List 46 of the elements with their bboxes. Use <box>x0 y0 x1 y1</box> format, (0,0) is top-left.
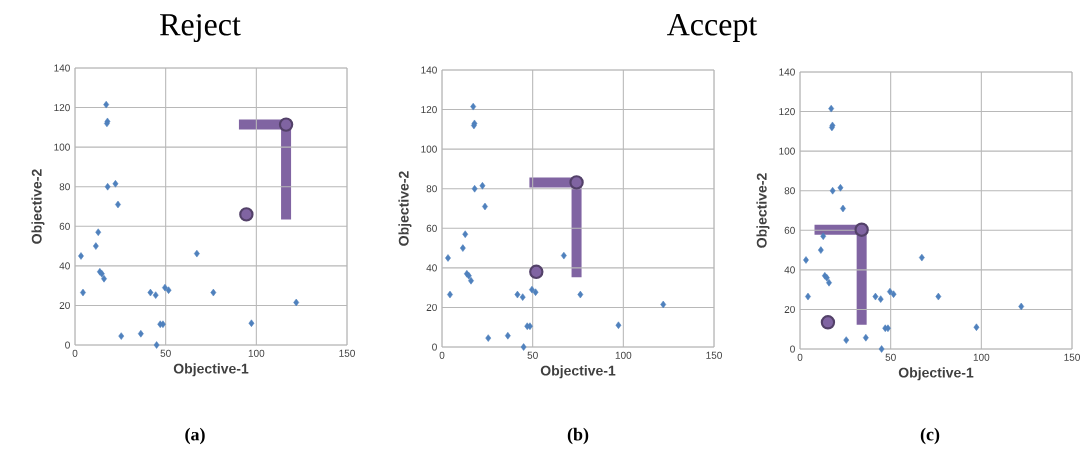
y-tick-label: 140 <box>54 64 70 72</box>
y-axis-title: Objective-2 <box>756 173 770 248</box>
x-tick-label: 50 <box>160 349 171 357</box>
y-tick-label: 140 <box>421 66 437 74</box>
y-tick-label: 80 <box>59 183 70 191</box>
text: (b) <box>567 427 589 445</box>
y-tick-label: 100 <box>54 143 70 151</box>
x-tick-label: 100 <box>248 349 265 357</box>
y-tick-label: 40 <box>784 266 795 274</box>
y-tick-label: 20 <box>426 303 437 311</box>
y-tick-label: 80 <box>784 187 795 195</box>
x-axis-title: Objective-1 <box>898 367 974 381</box>
x-tick-label: 0 <box>72 349 78 357</box>
y-tick-label: 120 <box>779 108 795 116</box>
y-tick-label: 20 <box>784 305 795 313</box>
y-tick-label: 60 <box>426 224 437 232</box>
x-tick-label: 100 <box>973 353 990 361</box>
y-tick-label: 80 <box>426 185 437 193</box>
x-tick-label: 0 <box>439 351 445 359</box>
y-tick-label: 20 <box>59 301 70 309</box>
y-tick-label: 120 <box>54 104 70 112</box>
y-tick-label: 40 <box>59 262 70 270</box>
x-axis-title: Objective-1 <box>540 365 616 379</box>
y-tick-label: 60 <box>784 226 795 234</box>
y-tick-label: 120 <box>421 106 437 114</box>
x-axis-title: Objective-1 <box>173 363 249 377</box>
x-tick-label: 150 <box>1064 353 1080 361</box>
y-tick-label: 100 <box>421 145 437 153</box>
y-axis-title: Objective-2 <box>31 169 45 244</box>
x-tick-label: 150 <box>339 349 355 357</box>
chart-title: Accept <box>667 14 758 42</box>
x-tick-label: 50 <box>885 353 896 361</box>
y-tick-label: 100 <box>779 147 795 155</box>
y-axis-title: Objective-2 <box>398 171 412 246</box>
text: (a) <box>185 427 205 445</box>
y-tick-label: 0 <box>432 343 437 351</box>
x-tick-label: 100 <box>615 351 632 359</box>
x-tick-label: 50 <box>527 351 538 359</box>
chart-title: Reject <box>160 14 241 43</box>
x-tick-label: 0 <box>797 353 803 361</box>
text: (c) <box>920 427 940 445</box>
x-tick-label: 150 <box>706 351 722 359</box>
y-tick-label: 60 <box>59 222 70 230</box>
y-tick-label: 40 <box>426 264 437 272</box>
y-tick-label: 140 <box>779 68 795 76</box>
y-tick-label: 0 <box>65 341 70 349</box>
